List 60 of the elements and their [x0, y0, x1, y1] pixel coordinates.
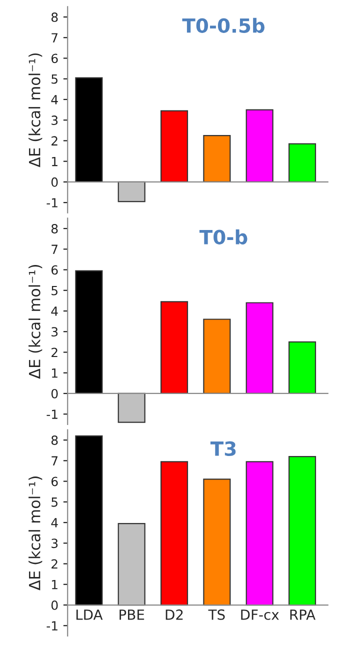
bar — [288, 143, 316, 182]
y-tick-label: 3 — [52, 116, 58, 126]
y-tick-label: 0 — [51, 600, 58, 610]
x-tick-label: D2 — [166, 609, 183, 620]
y-tick-label: 1 — [52, 580, 58, 590]
y-tick-label: -1 — [46, 410, 58, 419]
bar — [246, 302, 274, 394]
y-tick-label: 2 — [52, 559, 58, 569]
y-tick-label: 2 — [52, 348, 58, 357]
bar — [288, 456, 316, 606]
x-tick-label: DF-cx — [241, 610, 279, 620]
y-tick-label: 0 — [51, 177, 58, 187]
y-tick-label: 7 — [52, 33, 58, 42]
y-tick-label: 6 — [51, 265, 58, 275]
y-tick-label: 7 — [52, 456, 58, 466]
y-tick-label: 1 — [52, 156, 58, 166]
y-axis-title: ΔE (kcal mol⁻¹) — [28, 53, 42, 168]
y-tick-label: 8 — [51, 12, 58, 22]
y-tick-label: 6 — [51, 54, 58, 64]
y-tick-label: 4 — [51, 95, 58, 104]
y-tick-label: 7 — [52, 244, 58, 254]
bar — [75, 270, 103, 394]
bar — [118, 523, 146, 606]
x-tick-label: RPA — [290, 610, 316, 620]
bar — [160, 110, 188, 182]
y-axis-title: ΔE (kcal mol⁻¹) — [28, 476, 42, 590]
y-axis-title: ΔE (kcal mol⁻¹) — [28, 264, 42, 379]
bar — [246, 461, 274, 606]
x-tick-label: LDA — [76, 610, 103, 620]
bar — [75, 435, 103, 606]
y-tick-label: -1 — [46, 621, 58, 630]
y-tick-label: -1 — [46, 198, 58, 208]
bar — [118, 392, 146, 423]
bar — [246, 109, 274, 182]
x-tick-label: PBE — [120, 610, 144, 620]
bar — [203, 478, 231, 606]
chart-title: T3 — [210, 441, 236, 456]
y-tick-label: 5 — [52, 286, 58, 296]
y-tick-label: 0 — [51, 388, 58, 398]
y-tick-label: 3 — [52, 327, 58, 337]
y-tick-label: 8 — [51, 436, 58, 445]
y-tick-label: 4 — [51, 306, 58, 316]
y-tick-label: 2 — [52, 136, 58, 146]
y-tick-label: 3 — [52, 538, 58, 548]
bar — [203, 318, 231, 394]
bar — [203, 134, 231, 182]
y-tick-label: 5 — [52, 498, 58, 507]
y-tick-label: 5 — [52, 74, 58, 84]
y-tick-label: 6 — [51, 476, 58, 486]
chart-title: T0-0.5b — [182, 18, 264, 33]
bar — [118, 181, 146, 202]
y-tick-label: 8 — [51, 224, 58, 234]
chart-title: T0-b — [199, 229, 248, 244]
bar — [160, 461, 188, 606]
bar — [75, 77, 103, 182]
y-tick-label: 1 — [52, 368, 58, 378]
bar — [160, 301, 188, 394]
x-tick-label: TS — [208, 609, 225, 620]
bar — [288, 341, 316, 394]
y-tick-label: 4 — [51, 518, 58, 528]
